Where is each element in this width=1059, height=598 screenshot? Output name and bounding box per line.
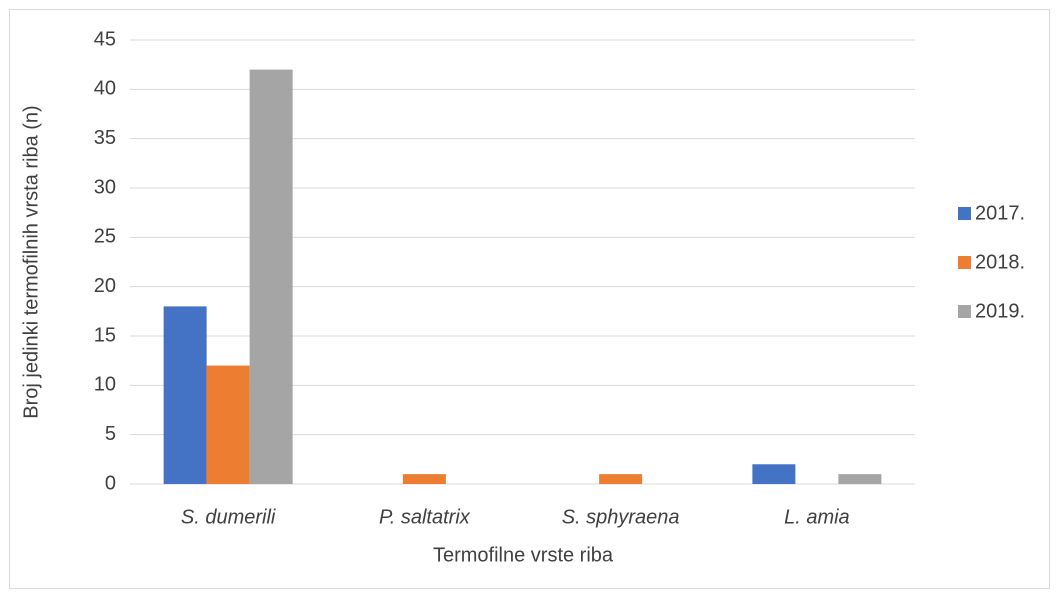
x-tick-label: S. dumerili	[181, 506, 276, 528]
y-tick-label: 45	[94, 28, 116, 50]
x-tick-label: S. sphyraena	[562, 506, 680, 528]
bar	[163, 306, 207, 484]
legend-swatch	[958, 256, 971, 269]
y-axis-title: Broj jedinki termofilnih vrsta riba (n)	[20, 105, 42, 418]
legend-label: 2017.	[975, 202, 1025, 224]
y-tick-label: 5	[105, 423, 116, 445]
y-tick-label: 35	[94, 127, 116, 149]
y-tick-label: 20	[94, 275, 116, 297]
y-tick-label: 0	[105, 472, 116, 494]
y-tick-label: 30	[94, 176, 116, 198]
x-tick-label: L. amia	[784, 506, 850, 528]
bar	[402, 474, 446, 484]
bar	[249, 69, 293, 484]
bar	[206, 365, 250, 484]
legend-swatch	[958, 207, 971, 220]
x-axis-title: Termofilne vrste riba	[433, 544, 614, 566]
y-tick-label: 15	[94, 324, 116, 346]
x-tick-label: P. saltatrix	[379, 506, 471, 528]
legend-label: 2018.	[975, 251, 1025, 273]
bar	[599, 474, 643, 484]
legend-label: 2019.	[975, 300, 1025, 322]
bar	[838, 474, 882, 484]
y-tick-label: 40	[94, 78, 116, 100]
y-tick-label: 25	[94, 226, 116, 248]
y-tick-label: 10	[94, 374, 116, 396]
legend-swatch	[958, 305, 971, 318]
bar	[752, 464, 796, 484]
chart-frame	[9, 9, 1050, 589]
